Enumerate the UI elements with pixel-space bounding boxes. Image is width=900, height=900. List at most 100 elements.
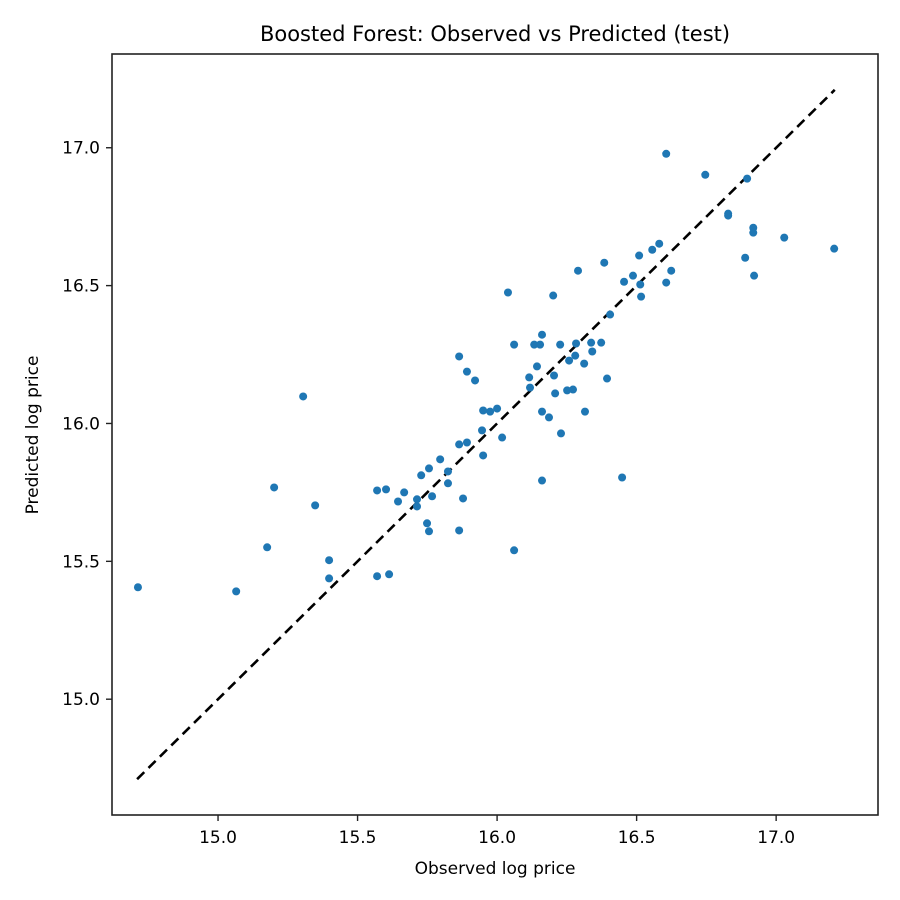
data-point <box>299 392 308 401</box>
data-point <box>620 277 629 286</box>
data-point <box>544 413 553 422</box>
chart-title: Boosted Forest: Observed vs Predicted (t… <box>260 22 730 46</box>
y-axis-label: Predicted log price <box>23 356 43 515</box>
data-point <box>373 572 382 581</box>
data-point <box>636 280 645 289</box>
x-axis-ticks: 15.0 15.5 16.0 16.5 17.0 <box>199 815 795 848</box>
data-point <box>549 291 558 300</box>
data-point <box>550 371 559 380</box>
data-point <box>510 546 519 555</box>
data-point <box>628 271 637 280</box>
data-point <box>455 526 464 535</box>
data-point <box>532 362 541 371</box>
data-point <box>385 570 394 579</box>
data-point <box>580 407 589 416</box>
data-point <box>574 266 583 275</box>
data-point <box>600 258 609 267</box>
x-tick-label: 16.5 <box>618 828 656 848</box>
x-tick-label: 17.0 <box>757 828 795 848</box>
data-point <box>588 347 597 356</box>
data-point <box>232 587 241 596</box>
data-point <box>400 488 409 497</box>
x-tick-label: 15.5 <box>339 828 377 848</box>
data-point <box>750 271 759 280</box>
data-point <box>510 340 519 349</box>
data-point <box>526 383 535 392</box>
data-point <box>486 407 495 416</box>
data-point <box>580 359 589 368</box>
data-point <box>525 373 534 382</box>
data-point <box>270 483 279 492</box>
data-point <box>436 455 445 464</box>
data-point <box>635 251 644 260</box>
data-point <box>133 583 142 592</box>
data-point <box>556 429 565 438</box>
data-point <box>373 486 382 495</box>
data-point <box>536 340 545 349</box>
data-point <box>455 440 464 449</box>
data-point <box>425 527 434 536</box>
data-point <box>493 404 502 413</box>
data-point <box>417 471 426 480</box>
data-point <box>662 278 671 287</box>
data-point <box>413 502 422 511</box>
data-point <box>606 310 615 319</box>
data-point <box>563 386 572 395</box>
data-point <box>780 233 789 242</box>
data-point <box>311 501 320 510</box>
data-point <box>724 211 733 220</box>
data-point <box>603 374 612 383</box>
data-point <box>743 174 752 183</box>
data-point <box>667 266 676 275</box>
data-point <box>462 438 471 447</box>
data-point <box>425 464 434 473</box>
data-points <box>133 149 839 596</box>
data-point <box>571 351 580 360</box>
reference-line <box>136 88 836 781</box>
data-point <box>655 239 664 248</box>
data-point <box>572 339 581 348</box>
data-point <box>459 494 468 503</box>
data-point <box>565 356 574 365</box>
data-point <box>455 352 464 361</box>
y-tick-label: 17.0 <box>62 139 100 159</box>
data-point <box>701 170 710 179</box>
data-point <box>443 467 452 476</box>
data-point <box>263 543 272 552</box>
data-point <box>462 367 471 376</box>
data-point <box>538 330 547 339</box>
data-point <box>568 385 577 394</box>
data-point <box>648 245 657 254</box>
x-axis-label: Observed log price <box>415 859 576 879</box>
data-point <box>741 253 750 262</box>
data-point <box>382 485 391 494</box>
y-tick-label: 16.0 <box>62 414 100 434</box>
data-point <box>478 426 487 435</box>
data-point <box>538 407 547 416</box>
data-point <box>325 574 334 583</box>
data-point <box>530 340 539 349</box>
data-point <box>413 495 422 504</box>
y-tick-label: 15.0 <box>62 690 100 710</box>
data-point <box>428 492 437 501</box>
data-point <box>637 292 646 301</box>
data-point <box>471 376 480 385</box>
data-point <box>618 473 627 482</box>
data-point <box>749 228 758 237</box>
data-point <box>556 340 565 349</box>
y-tick-label: 15.5 <box>62 552 100 572</box>
data-point <box>597 338 606 347</box>
data-point <box>830 244 839 253</box>
data-point <box>443 479 452 488</box>
y-tick-label: 16.5 <box>62 277 100 297</box>
identity-line <box>136 88 836 781</box>
data-point <box>325 556 334 565</box>
data-point <box>479 406 488 415</box>
data-point <box>662 149 671 158</box>
data-point <box>394 497 403 506</box>
x-tick-label: 16.0 <box>478 828 516 848</box>
data-point <box>498 433 507 442</box>
data-point <box>479 451 488 460</box>
